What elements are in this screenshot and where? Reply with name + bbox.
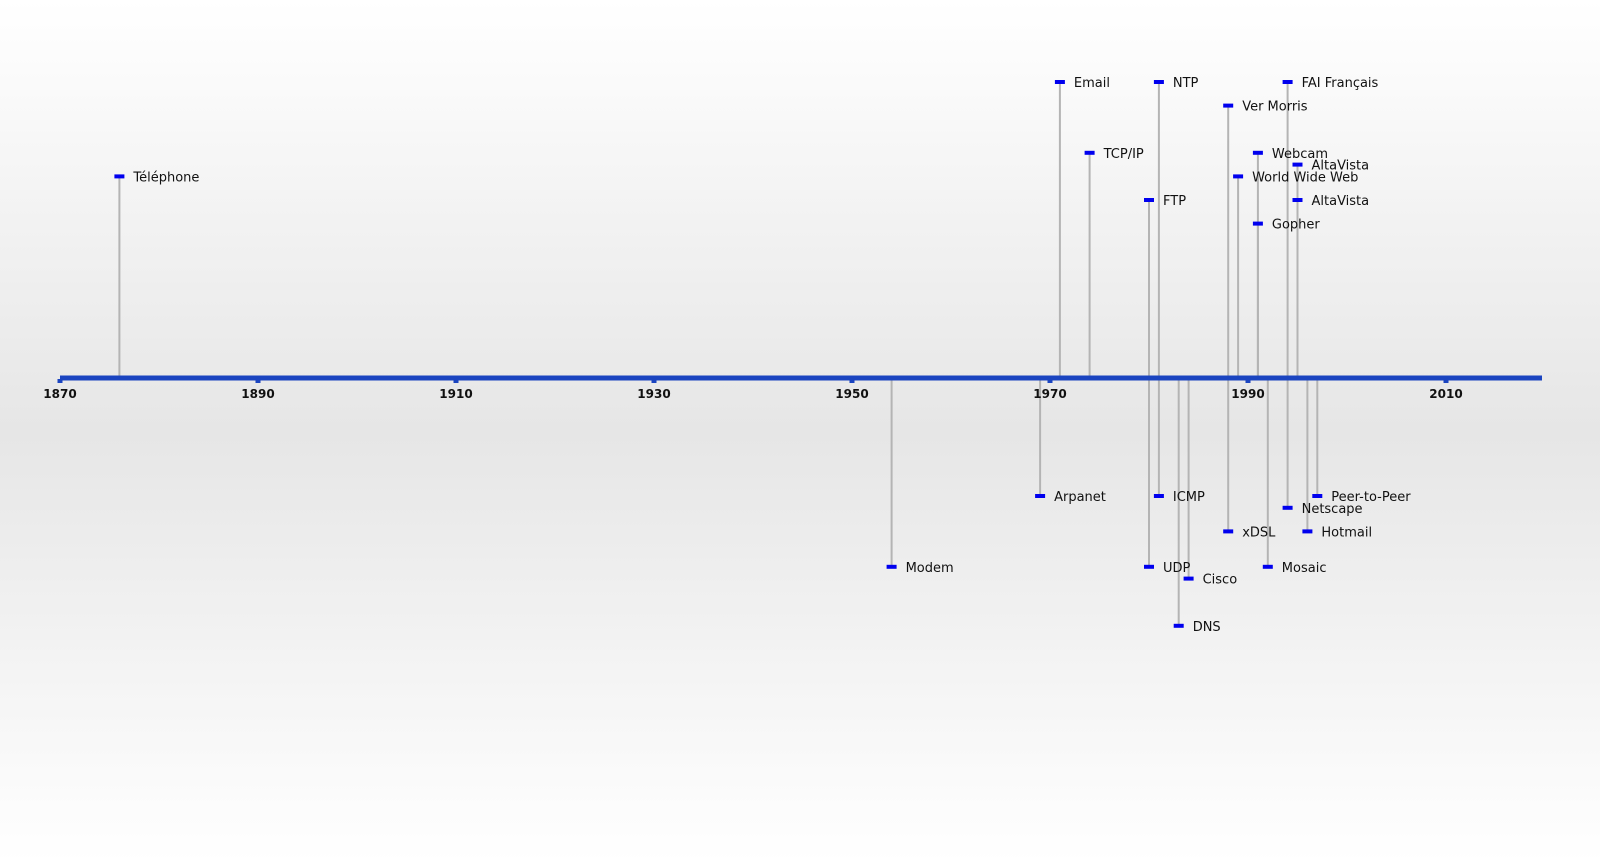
axis-tick-label: 1950 [835,387,868,401]
event-marker [1223,103,1234,108]
axis-tick-label: 1870 [43,387,76,401]
axis-tick-mark [1245,379,1251,383]
event-marker [1252,221,1263,226]
event-label: Arpanet [1054,490,1106,505]
event-label: Hotmail [1321,525,1372,540]
timeline-events: Téléphone Email TCP/IP NTP FTP Ver Morris Worl… [114,76,1411,635]
event-label: DNS [1193,620,1221,635]
axis-tick-mark [453,379,459,383]
event-label: World Wide Web [1252,170,1358,185]
axis-tick-label: 1970 [1033,387,1066,401]
event-marker [886,564,897,569]
event-label: NTP [1173,76,1199,91]
connector-lines [118,82,1319,626]
event-marker [1262,564,1273,569]
event-marker [1153,494,1164,498]
event-label: ICMP [1173,490,1205,505]
axis-tick-label: 1930 [637,387,670,401]
event-marker [1233,174,1244,179]
event-label: Téléphone [132,170,199,185]
event-marker [1282,80,1293,84]
event-label: AltaVista [1312,194,1370,209]
event-marker [1084,150,1095,155]
event-label: Ver Morris [1242,100,1308,115]
event-marker [1312,494,1323,498]
event-label: Modem [906,561,954,576]
event-marker [1183,576,1194,581]
event-marker [1292,198,1303,202]
event-marker [1153,80,1164,84]
event-label: xDSL [1242,525,1276,540]
event-marker [114,174,125,179]
axis-tick-label: 2010 [1429,387,1462,401]
event-marker [1035,494,1046,498]
axis-tick-label: 1890 [241,387,274,401]
event-marker [1144,198,1154,202]
event-label: Netscape [1302,502,1363,517]
event-label: Email [1074,76,1110,91]
event-marker [1292,162,1303,167]
axis-tick-label: 1910 [439,387,472,401]
axis-tick-mark [651,379,657,383]
event-marker [1282,505,1293,510]
event-marker [1144,564,1154,569]
event-label: FTP [1163,194,1186,209]
axis-ticks: 1870 1890 1910 1930 1950 1970 1990 2010 [43,379,1463,401]
event-label: TCP/IP [1103,147,1144,162]
axis-tick-mark [849,379,855,383]
axis-tick-mark [1047,379,1053,383]
event-marker [1252,150,1263,155]
event-marker [1302,529,1313,534]
event-label: Peer-to-Peer [1331,490,1411,505]
event-label: Mosaic [1282,561,1327,576]
event-label: UDP [1163,561,1191,576]
event-label: Webcam [1272,147,1328,162]
event-label: FAI Français [1302,76,1379,91]
axis-tick-mark [255,379,261,383]
event-marker [1173,623,1184,628]
event-label: Gopher [1272,218,1321,233]
event-marker [1223,529,1234,534]
event-marker [1054,80,1065,84]
axis-tick-mark [1443,379,1449,383]
event-label: Cisco [1203,573,1238,588]
axis-tick-mark [57,379,63,383]
axis-tick-label: 1990 [1231,387,1264,401]
event-label: AltaVista [1312,159,1370,174]
